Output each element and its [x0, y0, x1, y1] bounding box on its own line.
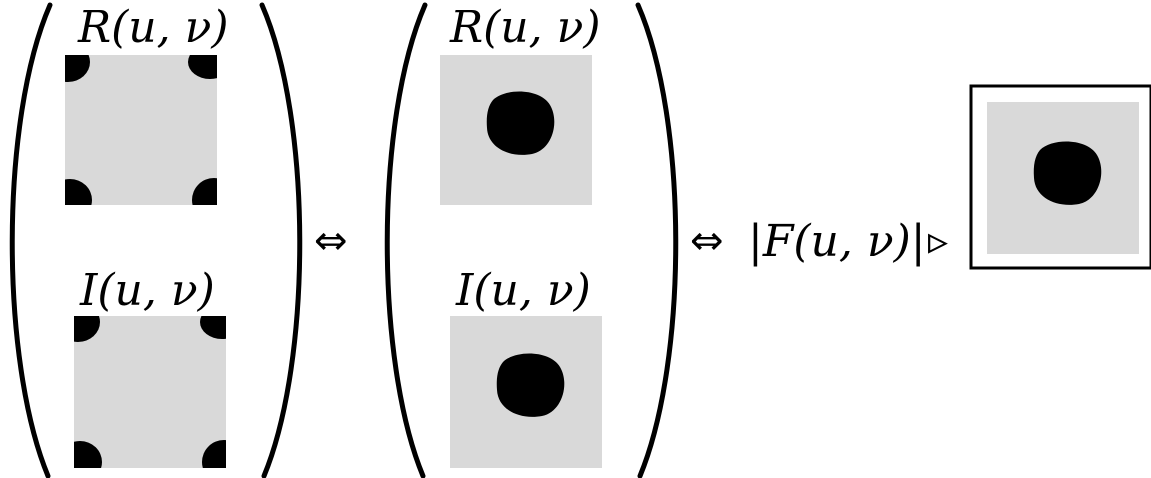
center-blob — [1033, 141, 1102, 205]
mid-paren-close — [635, 2, 679, 478]
blob-corner-tr — [200, 316, 226, 339]
panel-i-mid — [450, 316, 602, 468]
label-magnitude: |F(u, ν)| — [748, 216, 926, 267]
panel-r-left-bg — [65, 55, 217, 205]
label-i-mid: I(u, ν) — [455, 265, 591, 316]
mid-paren-open — [384, 2, 428, 478]
label-r-left: R(u, ν) — [77, 2, 229, 53]
left-paren-open — [9, 2, 53, 478]
blob-corner-bl — [74, 441, 102, 468]
center-blob — [486, 91, 555, 155]
panel-i-left — [74, 316, 226, 468]
blob-corner-br — [192, 178, 217, 205]
panel-r-mid — [440, 55, 592, 205]
blob-corner-tl — [65, 55, 90, 82]
blob-corner-br — [202, 440, 226, 468]
blob-corner-tr — [188, 55, 217, 79]
center-blob — [496, 353, 565, 417]
panel-r-left — [65, 55, 217, 205]
left-paren-close — [259, 2, 303, 478]
panel-magnitude — [969, 84, 1151, 270]
label-i-left: I(u, ν) — [79, 265, 215, 316]
blob-corner-bl — [65, 179, 92, 205]
label-r-mid: R(u, ν) — [449, 2, 601, 53]
iff-arrow-1: ⇔ — [314, 218, 348, 264]
triangle-icon: ▹ — [928, 218, 948, 264]
blob-corner-tl — [74, 316, 100, 342]
iff-arrow-2: ⇔ — [690, 218, 724, 264]
panel-i-left-bg — [74, 316, 226, 468]
